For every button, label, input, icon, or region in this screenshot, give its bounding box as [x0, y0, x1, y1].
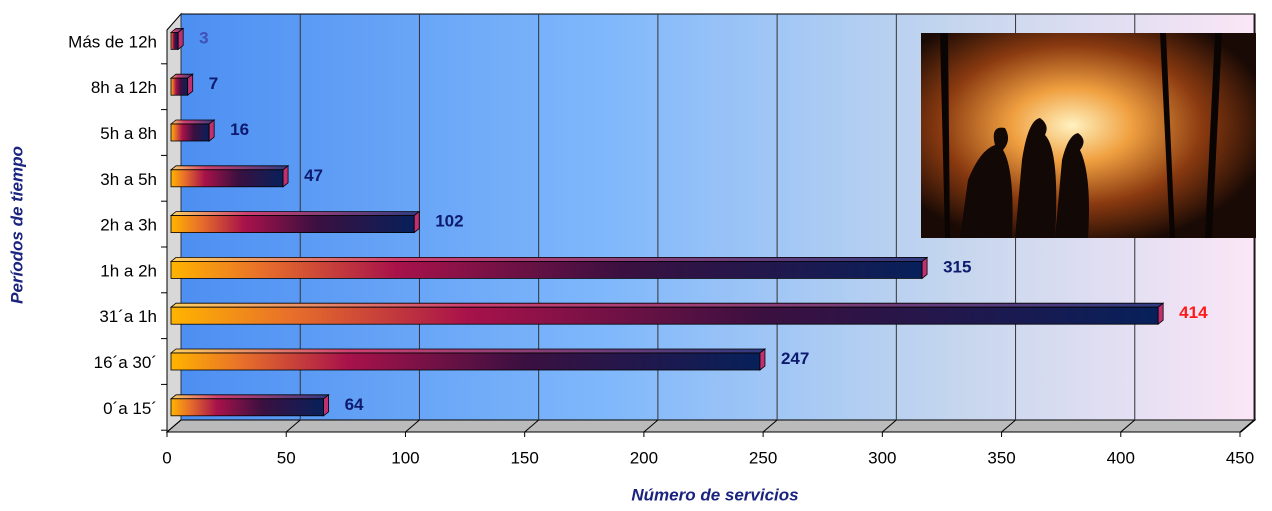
y-tick-label: 31´a 1h	[99, 307, 157, 326]
bar-end	[187, 73, 194, 97]
value-label: 414	[1179, 303, 1208, 322]
bar	[170, 215, 415, 234]
bar	[170, 169, 284, 188]
x-tick-label: 450	[1226, 448, 1254, 467]
bar	[170, 77, 189, 96]
bar-top	[169, 394, 330, 400]
y-tick-label: 8h a 12h	[91, 78, 157, 97]
tick-mark	[1001, 419, 1016, 433]
value-label: 102	[435, 212, 463, 231]
x-tick-label: 50	[277, 448, 296, 467]
value-label: 247	[781, 349, 809, 368]
bar-end	[1157, 302, 1164, 326]
bar-end	[413, 210, 420, 234]
x-axis-title: Número de servicios	[631, 485, 798, 504]
y-tick-label: Más de 12h	[68, 32, 157, 51]
tick-mark	[524, 419, 539, 433]
photo	[921, 33, 1256, 238]
bar	[170, 123, 210, 142]
bar-end	[921, 256, 928, 280]
y-tick-label: 16´a 30´	[94, 353, 157, 372]
value-label: 7	[209, 74, 218, 93]
x-tick-label: 350	[987, 448, 1015, 467]
tick-mark	[285, 419, 301, 433]
bar	[170, 260, 923, 279]
bar-top	[169, 165, 290, 171]
value-label: 315	[943, 257, 971, 276]
tick-mark	[882, 419, 897, 433]
y-axis-title: Períodos de tiempo	[7, 146, 26, 304]
bar-top	[169, 348, 767, 354]
bar-end	[208, 119, 215, 142]
bar-end	[759, 348, 766, 371]
x-tick-label: 0	[162, 448, 171, 467]
y-tick-label: 2h a 3h	[100, 216, 157, 235]
tick-mark	[762, 419, 778, 433]
x-tick-label: 250	[749, 448, 777, 467]
x-tick-label: 400	[1107, 448, 1135, 467]
y-tick-label: 5h a 8h	[100, 124, 157, 143]
tick-mark	[1120, 419, 1136, 433]
bar-top	[169, 256, 929, 262]
x-tick-label: 200	[630, 448, 658, 467]
value-label: 3	[199, 28, 208, 47]
value-label: 47	[304, 166, 323, 185]
floor	[165, 419, 1257, 433]
x-tick-label: 300	[868, 448, 896, 467]
bar-top	[169, 211, 421, 217]
y-tick-label: 1h a 2h	[100, 261, 157, 280]
tick-mark	[405, 419, 420, 433]
value-label: 64	[345, 395, 364, 414]
bar-end	[282, 164, 289, 188]
y-tick-label: 0´a 15´	[103, 399, 157, 418]
bar-end	[323, 393, 330, 417]
bar	[170, 398, 325, 417]
y-tick-label: 3h a 5h	[100, 170, 157, 189]
bar-end	[177, 27, 184, 51]
tick-mark	[643, 419, 659, 433]
x-tick-label: 100	[391, 448, 419, 467]
bar	[170, 32, 179, 50]
bar	[170, 306, 1159, 325]
tick-mark	[1239, 419, 1255, 433]
value-label: 16	[230, 120, 249, 139]
x-tick-label: 150	[510, 448, 538, 467]
bar-top	[169, 119, 216, 125]
bar	[170, 352, 761, 371]
tick-mark	[166, 419, 182, 433]
bar-top	[169, 302, 1165, 308]
